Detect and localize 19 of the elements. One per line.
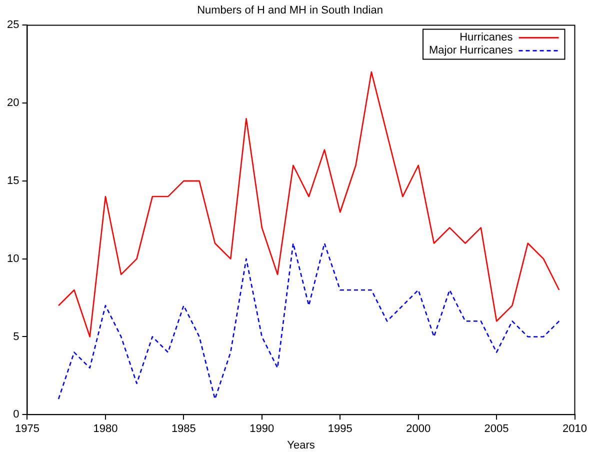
x-tick-label: 1975 [14,423,40,436]
y-tick-label: 15 [6,174,20,187]
y-tick-label: 0 [13,408,20,421]
y-tick-label: 5 [13,330,20,343]
y-tick-label: 20 [6,97,20,110]
y-tick-label: 10 [6,252,20,265]
line-series [58,242,560,400]
legend-label: Hurricanes [460,32,514,44]
x-axis-title: Years [287,439,316,452]
x-tick-label: 1995 [328,423,352,436]
x-tick-label: 1980 [93,423,118,436]
y-tick-label: 25 [6,19,20,32]
x-tick-label: 1985 [171,423,196,436]
x-tick-label: 2005 [484,423,509,436]
x-tick-label: 2010 [562,423,588,436]
x-tick-label: 2000 [406,423,431,436]
chart-title: Numbers of H and MH in South Indian [197,4,383,17]
legend-label: Major Hurricanes [429,44,514,57]
x-tick-label: 1990 [250,423,274,436]
